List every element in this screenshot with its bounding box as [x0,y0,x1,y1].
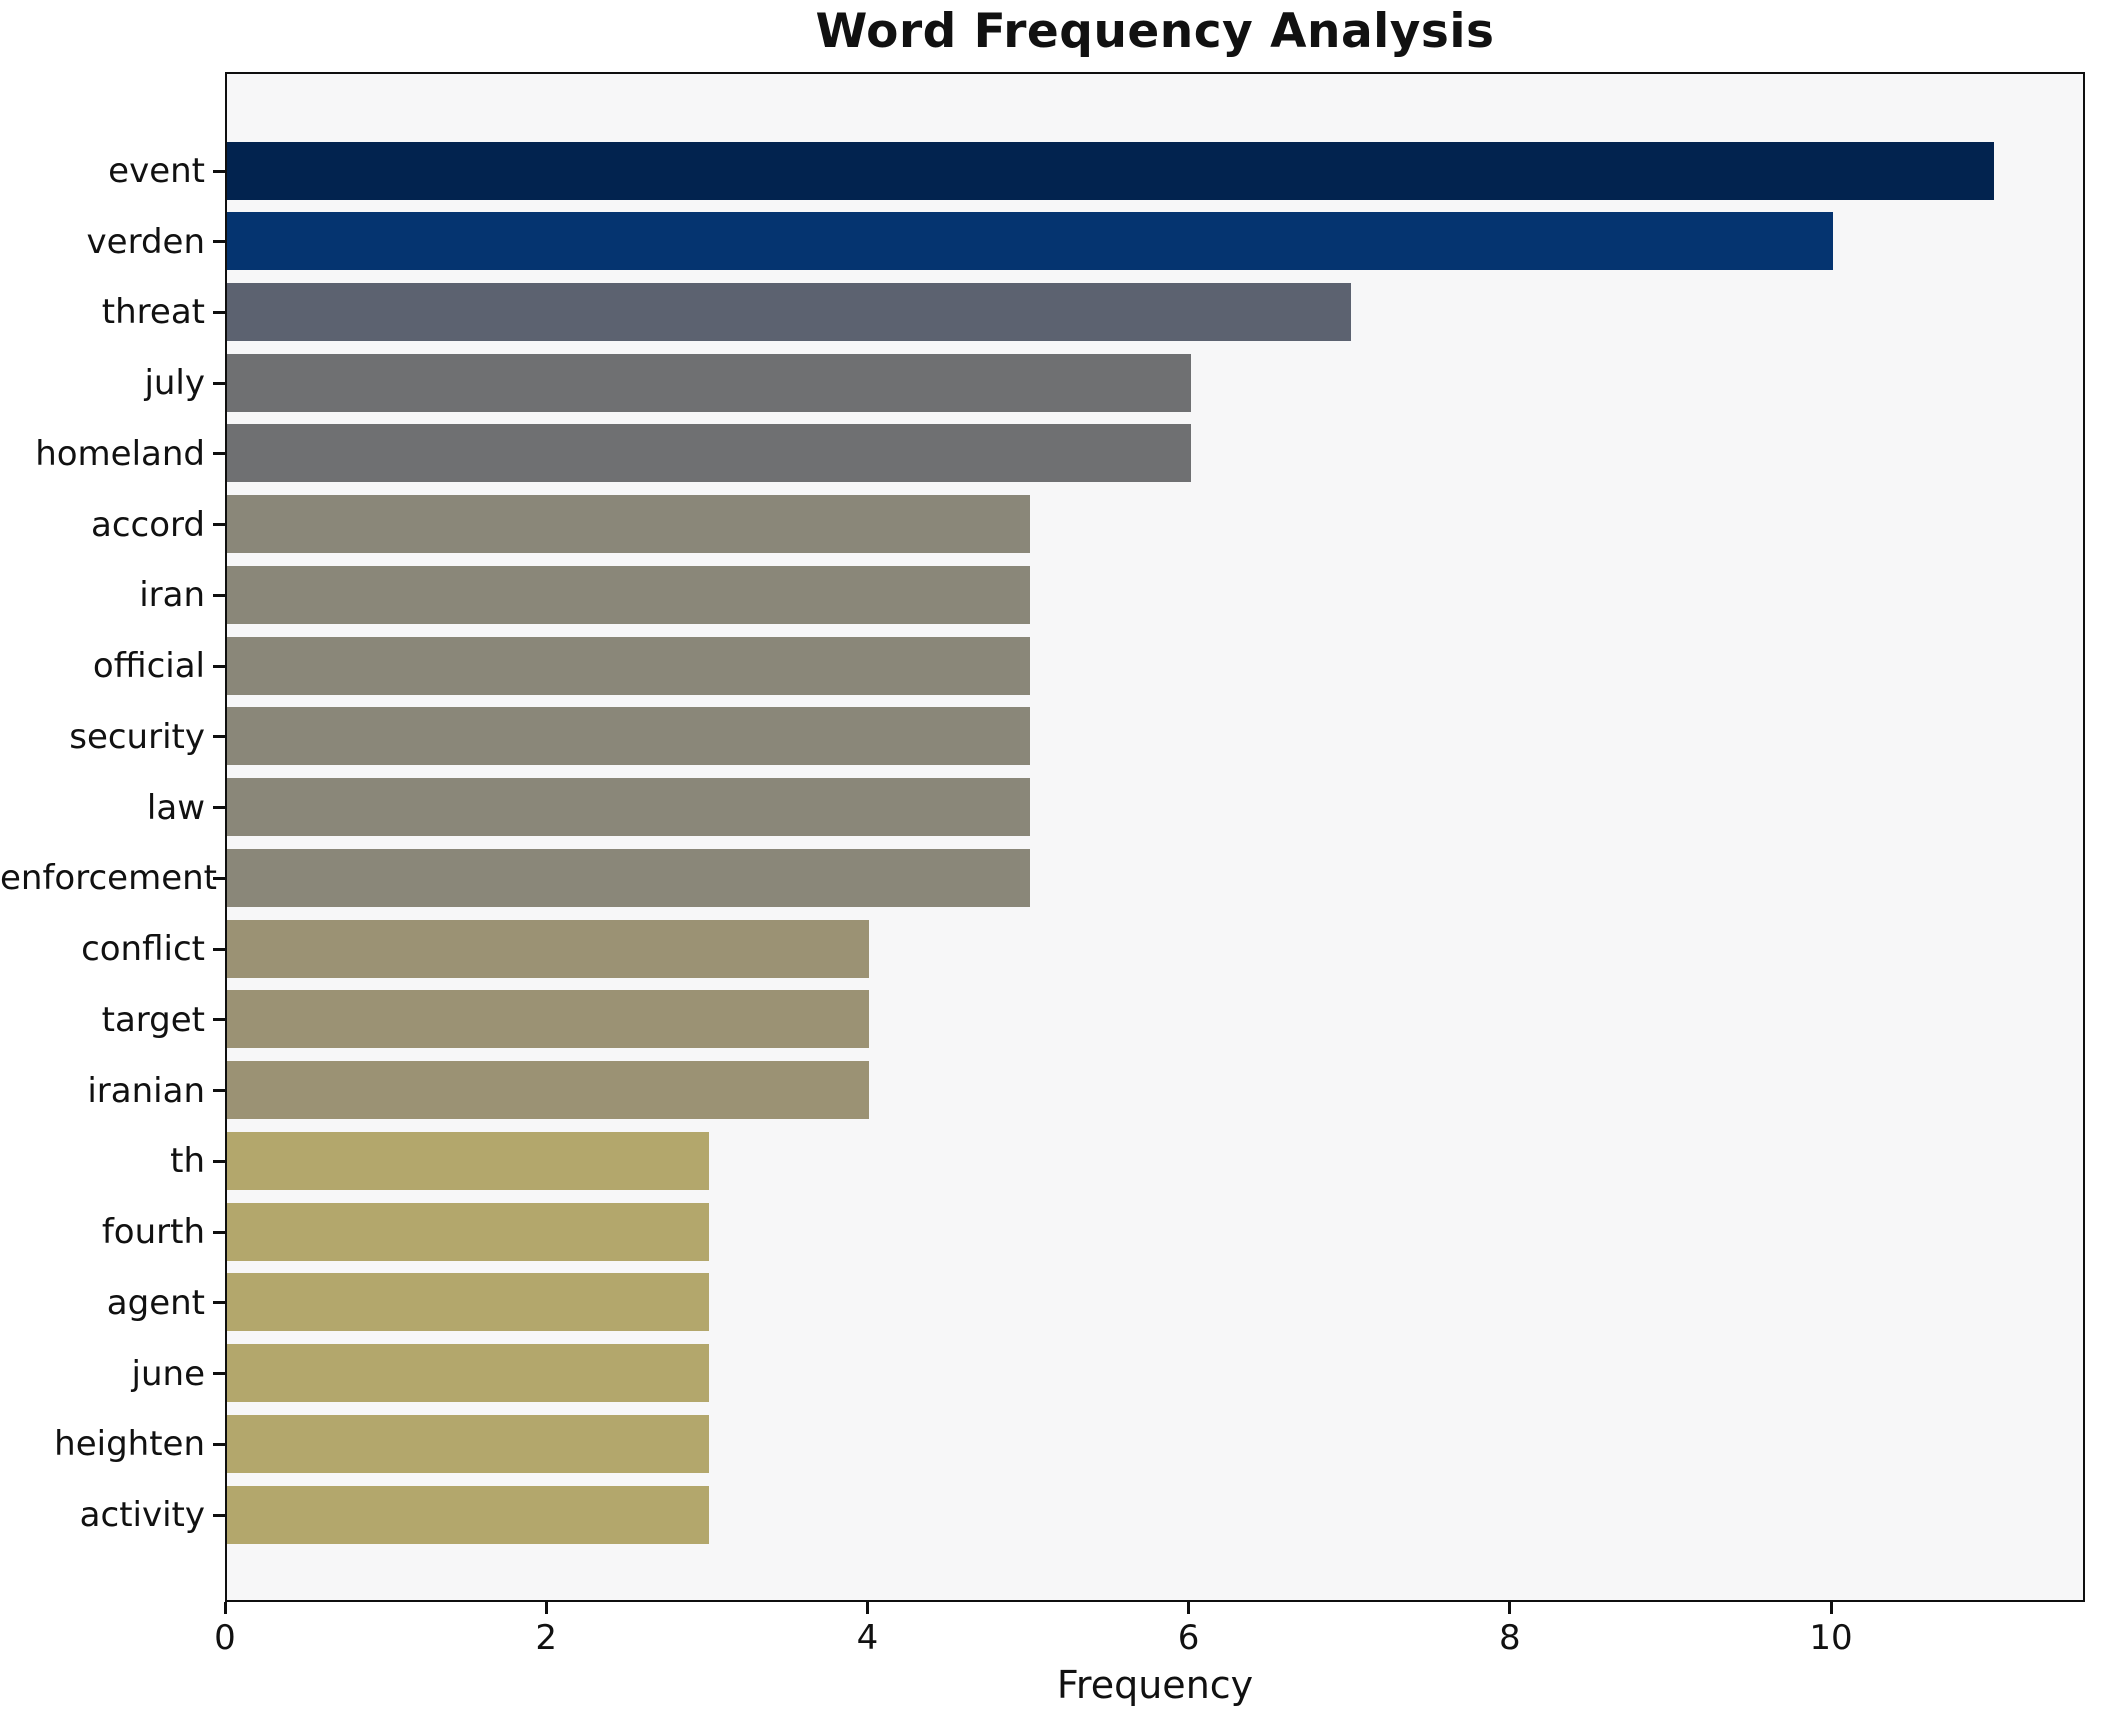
y-tick-label: enforcement [0,858,217,899]
y-tick-mark [213,1442,225,1446]
y-tick-mark [213,1159,225,1163]
y-tick-label: heighten [54,1424,205,1465]
bar-security [227,707,1031,766]
y-tick-label: agent [106,1282,205,1323]
y-tick-mark [213,1513,225,1517]
y-tick-mark [213,1372,225,1376]
y-tick-mark [213,452,225,456]
y-tick-label: security [69,716,205,757]
x-tick-mark [865,1602,869,1614]
bar-june [227,1344,709,1403]
bar-july [227,353,1191,412]
bar-conflict [227,919,870,978]
y-tick-mark [213,806,225,810]
x-tick-label: 4 [856,1618,879,1658]
y-tick-label: verden [86,221,205,262]
y-tick-label: homeland [35,433,205,474]
y-tick-label: fourth [101,1212,205,1253]
x-tick-mark [1829,1602,1833,1614]
x-tick-mark [1187,1602,1191,1614]
y-tick-mark [213,593,225,597]
bar-agent [227,1273,709,1332]
x-tick-mark [1508,1602,1512,1614]
y-tick-mark [213,381,225,385]
y-tick-label: iranian [87,1070,205,1111]
bar-heighten [227,1414,709,1473]
y-tick-label: conflict [81,929,205,970]
y-tick-mark [213,310,225,314]
plot-area [225,72,2085,1602]
y-tick-mark [213,947,225,951]
x-tick-label: 6 [1177,1618,1200,1658]
bar-official [227,636,1031,695]
y-tick-label: accord [91,504,205,545]
x-tick-label: 2 [535,1618,558,1658]
y-tick-mark [213,1301,225,1305]
y-tick-label: threat [101,292,205,333]
y-tick-mark [213,735,225,739]
x-axis-label: Frequency [1056,1663,1254,1707]
bar-enforcement [227,848,1031,907]
y-tick-label: july [144,363,205,404]
chart-title: Word Frequency Analysis [815,4,1495,59]
y-tick-mark [213,876,225,880]
bar-accord [227,495,1031,554]
x-tick-label: 8 [1499,1618,1521,1658]
y-tick-label: th [170,1141,205,1182]
y-tick-mark [213,1230,225,1234]
y-tick-mark [213,169,225,173]
y-tick-label: iran [139,575,205,616]
y-tick-label: event [108,151,205,191]
x-tick-mark [223,1602,227,1614]
y-tick-mark [213,240,225,244]
y-tick-mark [213,1089,225,1093]
bar-fourth [227,1202,709,1261]
y-tick-label: june [131,1353,205,1394]
bar-target [227,990,870,1049]
bar-event [227,141,1994,200]
x-tick-label: 10 [1809,1618,1853,1658]
bar-th [227,1131,709,1190]
y-tick-mark [213,664,225,668]
y-tick-label: official [92,646,205,687]
bar-homeland [227,424,1191,483]
x-tick-label: 0 [214,1618,236,1658]
y-tick-label: target [101,999,205,1040]
bar-threat [227,282,1352,341]
bar-verden [227,212,1834,271]
y-tick-label: law [146,787,205,828]
bar-law [227,778,1031,837]
y-tick-mark [213,523,225,527]
x-tick-mark [544,1602,548,1614]
bar-iran [227,565,1031,624]
y-tick-mark [213,1018,225,1022]
bar-activity [227,1485,709,1544]
bar-iranian [227,1061,870,1120]
y-tick-label: activity [79,1495,205,1536]
